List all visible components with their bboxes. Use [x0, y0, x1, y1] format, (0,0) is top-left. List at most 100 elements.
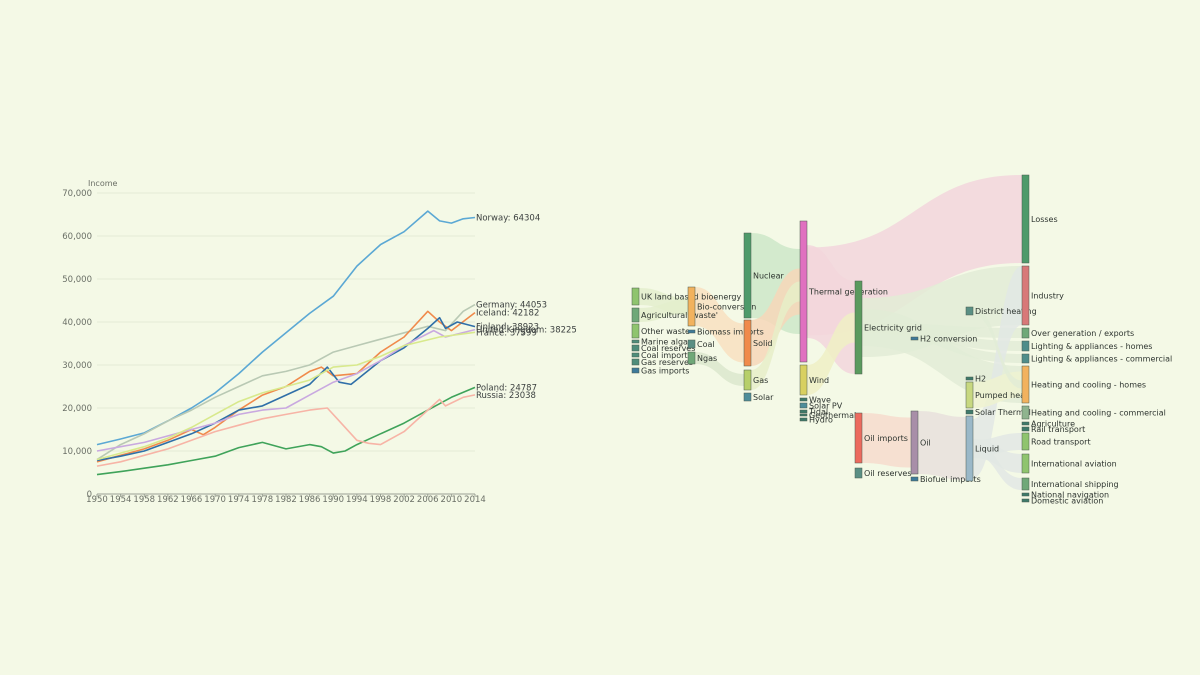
sankey-node-oimp [854, 412, 863, 464]
sankey-node-hydro [799, 417, 808, 422]
sankey-node-thermal [799, 220, 808, 363]
sankey-node-coal [687, 339, 696, 349]
y-tick-label: 40,000 [62, 318, 92, 328]
sankey-node-ci [631, 352, 640, 358]
sankey-node-label-loss: Losses [1031, 215, 1058, 224]
sankey-node-label-bio: Bio-conversion [697, 303, 756, 312]
series-label-united-kingdom: United Kingdom: 38225 [476, 326, 577, 336]
y-axis-title: Income [88, 179, 118, 188]
sankey-node-st [965, 409, 974, 415]
sankey-node-label-h2c: H2 conversion [920, 335, 977, 344]
sankey-node-road [1021, 432, 1030, 451]
sankey-node-label-thermal: Thermal generation [808, 288, 888, 297]
sankey-link-wind-grid [807, 312, 855, 395]
x-tick-label: 1978 [252, 495, 274, 505]
sankey-node-ma [631, 339, 640, 344]
sankey-node-label-cr: Coal reserves [641, 344, 695, 353]
x-tick-label: 2014 [464, 495, 486, 505]
x-tick-label: 1982 [275, 495, 297, 505]
sankey-node-label-agr: Agriculture [1031, 420, 1075, 429]
sankey-node-label-dh: District heating [975, 307, 1037, 316]
sankey-node-cr [631, 344, 640, 352]
sankey-node-nn [1021, 492, 1030, 497]
income-line-chart: 0 10,000 20,000 30,000 40,000 50,000 60,000 70,… [62, 179, 577, 505]
x-tick-label: 1970 [204, 495, 226, 505]
sankey-node-agri [631, 307, 640, 323]
sankey-node-label-ma: Marine algae [641, 338, 693, 347]
series-label-poland: Poland: 24787 [476, 383, 537, 393]
x-tick-label: 1998 [370, 495, 392, 505]
sankey-node-label-hch: Heating and cooling - homes [1031, 381, 1146, 390]
series-label-russia: Russia: 23038 [476, 391, 536, 401]
sankey-node-label-solar: Solar [753, 393, 774, 402]
sankey-node-gr [631, 358, 640, 366]
y-tick-label: 70,000 [62, 189, 92, 199]
sankey-node-nuc [743, 232, 752, 319]
sankey-node-label-rail: Rail transport [1031, 425, 1085, 434]
sankey-node-label-lac: Lighting & appliances - commercial [1031, 355, 1172, 364]
sankey-node-da [1021, 498, 1030, 503]
x-tick-label: 1958 [133, 495, 155, 505]
sankey-node-label-tidal: Tidal [808, 408, 828, 417]
sankey-node-label-agri: Agricultural 'waste' [641, 311, 718, 320]
x-tick-label: 1986 [299, 495, 321, 505]
sankey-link-oil-liq [918, 411, 966, 480]
sankey-link-grid-ogx [862, 322, 1022, 338]
x-tick-label: 1990 [322, 495, 344, 505]
x-tick-label: 2006 [417, 495, 439, 505]
sankey-node-geo [799, 413, 808, 417]
sankey-node-label-solid: Solid [753, 339, 773, 348]
sankey-node-ngas [687, 351, 696, 365]
y-tick-label: 60,000 [62, 232, 92, 242]
sankey-node-label-gr: Gas reserves [641, 358, 693, 367]
sankey-node-hcc [1021, 405, 1030, 420]
sankey-link-liq-ind [973, 266, 1022, 478]
x-tick-label: 1994 [346, 495, 368, 505]
sankey-node-label-ci: Coal imports [641, 351, 692, 360]
series-label-france: France: 37599 [476, 328, 537, 338]
series-line-united-kingdom [96, 328, 476, 452]
sankey-node-label-st: Solar Thermal [975, 408, 1031, 417]
sankey-node-tidal [799, 409, 808, 414]
sankey-node-wave [799, 397, 808, 402]
sankey-node-ogx [1021, 327, 1030, 339]
sankey-node-label-nn: National navigation [1031, 491, 1109, 500]
y-tick-label: 10,000 [62, 447, 92, 457]
y-tick-label: 50,000 [62, 275, 92, 285]
x-tick-label: 1966 [181, 495, 203, 505]
sankey-link-oimp-oil [862, 413, 911, 468]
sankey-node-hch [1021, 365, 1030, 404]
sankey-node-solid [743, 319, 752, 367]
series-line-norway [96, 210, 476, 446]
sankey-node-dh [965, 306, 974, 316]
y-tick-label: 20,000 [62, 404, 92, 414]
sankey-node-label-spv: Solar PV [809, 402, 843, 411]
series-line-france [96, 331, 476, 461]
sankey-node-label-road: Road transport [1031, 438, 1091, 447]
sankey-node-label-bimp2: Biofuel imports [920, 475, 981, 484]
sankey-node-label-is: International shipping [1031, 480, 1119, 489]
sankey-node-solar [743, 392, 752, 402]
sankey-node-gas [743, 369, 752, 391]
sankey-node-label-ph: Pumped heat [975, 391, 1028, 400]
y-tick-label: 30,000 [62, 361, 92, 371]
x-tick-label: 2010 [441, 495, 463, 505]
sankey-node-label-wind: Wind [809, 376, 829, 385]
sankey-node-gi [631, 367, 640, 374]
series-label-germany: Germany: 44053 [476, 301, 547, 311]
sankey-link-ngas-gas [695, 352, 744, 386]
x-tick-label: 2002 [393, 495, 415, 505]
sankey-node-ores [854, 467, 863, 479]
sankey-node-liq [965, 415, 974, 482]
sankey-node-label-wave: Wave [809, 396, 831, 405]
sankey-node-label-hydro: Hydro [809, 416, 833, 425]
sankey-node-label-ngas: Ngas [697, 354, 717, 363]
sankey-node-lac [1021, 353, 1030, 364]
sankey-node-rail [1021, 426, 1030, 432]
sankey-node-uk [631, 287, 640, 306]
sankey-node-ia [1021, 453, 1030, 474]
sankey-node-agr [1021, 421, 1030, 426]
sankey-node-label-geo: Geothermal [809, 411, 856, 420]
sankey-node-ind [1021, 265, 1030, 326]
